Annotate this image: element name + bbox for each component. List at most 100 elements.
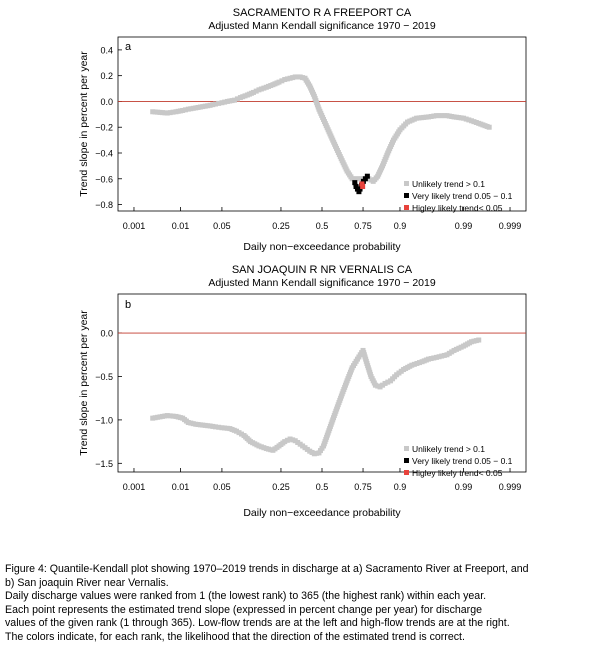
series-0	[150, 337, 482, 457]
data-point	[380, 382, 386, 388]
data-point	[253, 88, 259, 94]
data-point	[224, 425, 230, 431]
data-point	[290, 437, 296, 443]
data-point	[359, 181, 365, 187]
legend-entry: Higley likely trend< 0.05	[412, 468, 503, 478]
data-point	[216, 424, 222, 430]
series-2	[359, 181, 366, 190]
data-point	[428, 113, 434, 119]
data-point	[222, 425, 228, 431]
data-point	[164, 110, 170, 116]
data-point	[180, 107, 186, 113]
x-tick-label: 0.9	[394, 221, 407, 231]
data-point	[164, 413, 170, 419]
data-point	[236, 430, 242, 436]
legend-entry: Unlikely trend > 0.1	[412, 179, 485, 189]
y-tick-label: 0.2	[100, 71, 113, 81]
data-point	[356, 189, 362, 195]
data-point	[170, 109, 176, 115]
x-tick-label: 0.999	[499, 221, 522, 231]
legend-marker	[404, 181, 409, 186]
chart-title: SACRAMENTO R A FREEPORT CA	[233, 7, 412, 19]
data-point	[210, 102, 216, 108]
data-point	[476, 337, 482, 343]
data-point	[207, 423, 213, 429]
x-tick-label: 0.99	[455, 482, 473, 492]
data-point	[207, 102, 213, 108]
legend-marker	[404, 470, 409, 475]
y-tick-label: −0.4	[95, 149, 113, 159]
legend: Unlikely trend > 0.1 Very likely trend 0.…	[404, 179, 513, 213]
legend-entry: Very likely trend 0.05 − 0.1	[412, 456, 513, 466]
x-tick-label: 0.5	[316, 221, 329, 231]
data-point	[411, 361, 417, 367]
y-tick-label: −0.6	[95, 174, 113, 184]
data-point	[219, 425, 225, 431]
x-tick-label: 0.01	[172, 482, 190, 492]
data-points	[150, 337, 482, 457]
data-point	[212, 101, 218, 107]
legend-entry: Very likely trend 0.05 − 0.1	[412, 191, 513, 201]
data-point	[414, 360, 420, 366]
data-point	[284, 76, 290, 82]
caption-line: Daily discharge values were ranked from …	[5, 590, 487, 602]
caption-line: The colors indicate, for each rank, the …	[5, 630, 465, 643]
data-point	[436, 113, 442, 119]
data-point	[287, 75, 293, 81]
data-point	[382, 380, 388, 386]
data-point	[431, 113, 437, 119]
x-tick-label: 0.25	[272, 221, 290, 231]
y-tick-label: 0.0	[100, 329, 113, 339]
chart-title: SAN JOAQUIN R NR VERNALIS CA	[232, 264, 413, 276]
data-point	[439, 353, 445, 359]
x-tick-label: 0.9	[394, 482, 407, 492]
data-point	[231, 97, 237, 103]
data-point	[222, 99, 228, 105]
x-axis-label: Daily non−exceedance probability	[243, 241, 401, 253]
data-point	[219, 100, 225, 106]
x-tick-label: 0.05	[213, 482, 231, 492]
data-point	[364, 173, 370, 179]
y-tick-label: −0.2	[95, 123, 113, 133]
data-point	[182, 107, 188, 113]
panel-label: b	[125, 299, 131, 311]
data-point	[463, 116, 469, 122]
data-point	[466, 117, 472, 123]
data-point	[436, 354, 442, 360]
x-ticks: 0.001 0.01 0.05 0.25 0.5 0.75 0.9 0.99 0.999	[123, 468, 521, 492]
chart-subtitle: Adjusted Mann Kendall significance 1970 …	[208, 20, 436, 32]
data-point	[287, 436, 293, 442]
data-point	[170, 413, 176, 419]
data-point	[461, 115, 467, 121]
data-point	[377, 384, 383, 390]
x-tick-label: 0.25	[272, 482, 290, 492]
data-point	[250, 89, 256, 95]
x-tick-label: 0.75	[354, 482, 372, 492]
data-point	[210, 423, 216, 429]
data-point	[276, 79, 282, 85]
data-point	[290, 75, 296, 81]
x-axis-label: Daily non−exceedance probability	[243, 507, 401, 519]
data-point	[282, 77, 288, 83]
x-tick-label: 0.99	[455, 221, 473, 231]
chart-subtitle: Adjusted Mann Kendall significance 1970 …	[208, 277, 436, 289]
data-point	[282, 439, 288, 445]
legend-entry: Higley likely trend< 0.05	[412, 203, 503, 213]
x-tick-label: 0.75	[354, 221, 372, 231]
data-point	[441, 352, 447, 358]
panel-label: a	[125, 41, 132, 53]
data-point	[362, 176, 368, 182]
x-tick-label: 0.05	[213, 221, 231, 231]
legend-entry: Unlikely trend > 0.1	[412, 444, 485, 454]
y-tick-label: −0.8	[95, 200, 113, 210]
y-tick-label: 0.0	[100, 97, 113, 107]
caption-line: values of the given rank (1 through 365)…	[5, 617, 510, 629]
caption-line: b) San joaquin River near Vernalis.	[5, 576, 169, 589]
x-tick-label: 0.001	[123, 221, 146, 231]
x-tick-label: 0.5	[316, 482, 329, 492]
data-point	[409, 362, 415, 368]
caption-line: Figure 4: Quantile-Kendall plot showing …	[5, 563, 529, 575]
data-point	[212, 424, 218, 430]
x-ticks: 0.001 0.01 0.05 0.25 0.5 0.75 0.9 0.99 0.999	[123, 207, 522, 231]
legend-marker	[404, 446, 409, 451]
